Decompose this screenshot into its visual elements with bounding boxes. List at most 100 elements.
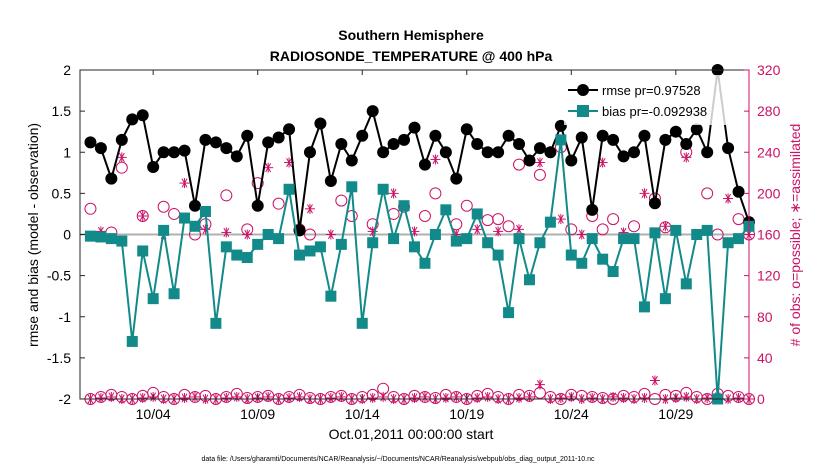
obs-assimilated-marker xyxy=(419,391,430,402)
obs-assimilated-marker xyxy=(472,392,483,403)
bias-point xyxy=(283,183,295,195)
obs-assimilated-marker xyxy=(555,214,566,225)
obs-assimilated-marker xyxy=(639,188,650,199)
rmse-point xyxy=(565,154,578,167)
bias-point xyxy=(492,249,504,261)
obs-assimilated-marker xyxy=(106,391,117,402)
obs-possible-marker xyxy=(481,214,494,227)
bias-point xyxy=(722,237,734,249)
y-tick-label: 0 xyxy=(63,227,71,243)
obs-possible-marker xyxy=(492,213,505,226)
rmse-point xyxy=(262,136,275,149)
obs-possible-marker xyxy=(136,209,149,222)
obs-possible-marker xyxy=(220,189,233,202)
rmse-point xyxy=(303,146,316,159)
y-tick-label: 2 xyxy=(63,62,71,78)
obs-assimilated-marker xyxy=(221,227,232,238)
y-tick-label: -2 xyxy=(59,391,72,407)
rmse-point xyxy=(241,129,254,142)
rmse-point xyxy=(408,121,421,134)
obs-assimilated-marker xyxy=(514,224,525,235)
obs-possible-marker xyxy=(272,197,285,210)
rmse-point xyxy=(638,129,651,142)
bias-point xyxy=(607,266,619,278)
bias-point xyxy=(356,317,368,329)
bias-point xyxy=(482,237,494,249)
obs-assimilated-marker xyxy=(231,391,242,402)
bias-point xyxy=(199,205,211,217)
bias-point xyxy=(440,204,452,216)
bias-point xyxy=(691,229,703,240)
obs-assimilated-marker xyxy=(660,221,671,232)
obs-possible-marker xyxy=(335,194,348,207)
bias-point xyxy=(670,224,682,236)
bias-series xyxy=(84,134,755,405)
obs-assimilated-marker xyxy=(284,392,295,403)
legend-rmse-label: rmse pr=0.97528 xyxy=(602,83,701,98)
obs-possible-marker xyxy=(628,220,641,233)
bias-point xyxy=(262,229,274,240)
rmse-point xyxy=(513,138,526,151)
bias-point xyxy=(137,245,149,257)
bias-point xyxy=(346,181,358,193)
rmse-point xyxy=(502,129,515,142)
y2-axis-ticks: 0 40 80 120 160 200 240 280 320 xyxy=(744,62,781,407)
rmse-point xyxy=(628,146,641,159)
obs-possible-marker xyxy=(460,199,473,212)
obs-assimilated-marker xyxy=(451,391,462,402)
rmse-point xyxy=(356,129,369,142)
chart-title: Southern Hemisphere xyxy=(338,27,484,43)
rmse-point xyxy=(607,133,620,146)
bias-point xyxy=(325,290,337,302)
rmse-point xyxy=(533,142,546,155)
bias-point xyxy=(576,257,588,269)
obs-possible-marker xyxy=(533,168,546,181)
bias-point xyxy=(523,274,535,286)
rmse-point xyxy=(283,123,296,136)
rmse-point xyxy=(220,142,233,155)
x-tick-label: 10/29 xyxy=(658,406,693,422)
bias-point xyxy=(335,238,347,250)
rmse-point xyxy=(199,133,212,146)
obs-assimilated-marker xyxy=(179,178,190,189)
rmse-point xyxy=(648,197,661,210)
bias-point xyxy=(116,235,128,247)
footnote: data file: /Users/gharamti/Documents/NCA… xyxy=(201,456,595,463)
obs-assimilated-marker xyxy=(608,391,619,402)
obs-assimilated-marker xyxy=(137,392,148,403)
obs-assimilated-marker xyxy=(534,157,545,168)
x-axis-label: Oct.01,2011 00:00:00 start xyxy=(329,426,494,442)
bias-line xyxy=(90,139,750,400)
bias-point xyxy=(429,229,441,240)
rmse-point xyxy=(157,146,170,159)
bias-point xyxy=(367,237,379,249)
obs-assimilated-marker xyxy=(116,152,127,163)
bias-point xyxy=(450,235,462,247)
bias-point xyxy=(398,200,410,212)
bias-point xyxy=(409,241,420,253)
bias-point xyxy=(314,241,326,253)
obs-assimilated-marker xyxy=(304,203,315,214)
obs-possible-marker xyxy=(701,187,714,200)
rmse-point xyxy=(94,142,107,155)
obs-assimilated-marker xyxy=(524,391,535,402)
y2-axis-label: # of obs: o=possible; ∗=assimilated xyxy=(787,124,803,347)
bias-point xyxy=(544,216,556,228)
bias-point xyxy=(701,224,713,236)
obs-assimilated-marker xyxy=(618,392,629,403)
rmse-point xyxy=(439,146,452,159)
obs-assimilated-marker xyxy=(189,391,200,402)
bias-point xyxy=(158,224,170,236)
legend-rmse-marker xyxy=(577,84,589,96)
obs-possible-marker xyxy=(418,209,431,222)
rmse-point xyxy=(377,146,390,159)
rmse-point xyxy=(272,131,285,144)
rmse-point xyxy=(230,150,243,163)
rmse-point xyxy=(554,119,567,132)
obs-possible-marker xyxy=(565,223,578,236)
rmse-point xyxy=(345,154,358,167)
bias-point xyxy=(210,317,222,329)
rmse-point xyxy=(115,133,128,146)
obs-assimilated-marker xyxy=(472,224,483,235)
obs-assimilated-marker xyxy=(514,392,525,403)
